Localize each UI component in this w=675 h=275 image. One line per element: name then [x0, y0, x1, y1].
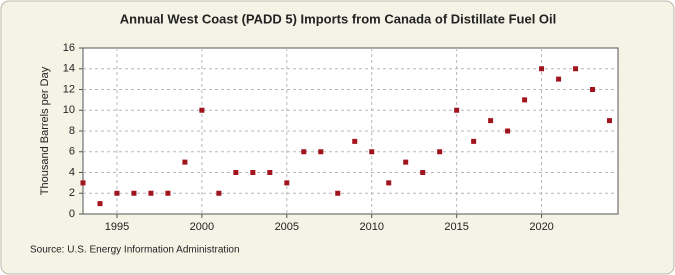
y-tick-label: 0: [69, 208, 75, 220]
data-point: [437, 149, 443, 155]
x-tick-label: 1995: [105, 221, 129, 233]
y-tick-label: 14: [63, 63, 75, 75]
data-point: [573, 66, 579, 72]
y-tick-label: 2: [69, 187, 75, 199]
x-tick-label: 2000: [190, 221, 214, 233]
data-point: [607, 118, 613, 124]
data-point: [590, 87, 596, 92]
data-point: [454, 107, 460, 113]
data-point: [386, 180, 392, 186]
data-point: [335, 190, 341, 196]
y-tick-label: 10: [63, 104, 75, 116]
data-point: [420, 170, 426, 175]
data-point: [284, 180, 290, 186]
data-point: [131, 190, 137, 196]
data-point: [301, 149, 307, 155]
data-point: [97, 201, 103, 207]
data-point: [165, 190, 171, 196]
data-point: [199, 107, 205, 113]
data-point: [403, 159, 409, 165]
data-point: [318, 149, 324, 155]
data-point: [250, 170, 256, 175]
data-point: [267, 170, 273, 175]
data-point: [114, 190, 120, 196]
data-point: [148, 190, 154, 196]
chart-title: Annual West Coast (PADD 5) Imports from …: [120, 11, 557, 26]
data-point: [369, 149, 375, 155]
data-point: [352, 138, 358, 144]
x-tick-label: 2010: [359, 221, 383, 233]
x-tick-label: 2015: [444, 221, 468, 233]
data-point: [80, 180, 86, 186]
y-tick-label: 4: [69, 166, 75, 178]
data-point: [488, 118, 494, 124]
data-point: [216, 190, 222, 196]
y-tick-label: 8: [69, 125, 75, 137]
data-point: [556, 76, 562, 82]
x-tick-label: 2005: [275, 221, 299, 233]
data-point: [539, 66, 545, 72]
data-point: [471, 138, 477, 144]
y-tick-label: 16: [63, 42, 75, 54]
source-note: Source: U.S. Energy Information Administ…: [30, 245, 240, 256]
y-tick-label: 6: [69, 146, 75, 158]
y-tick-label: 12: [63, 83, 75, 95]
x-tick-label: 2020: [529, 221, 553, 233]
data-point: [182, 159, 188, 165]
data-point: [233, 170, 239, 175]
data-point: [505, 128, 511, 134]
y-axis-label: Thousand Barrels per Day: [39, 66, 51, 195]
data-point: [522, 97, 528, 103]
